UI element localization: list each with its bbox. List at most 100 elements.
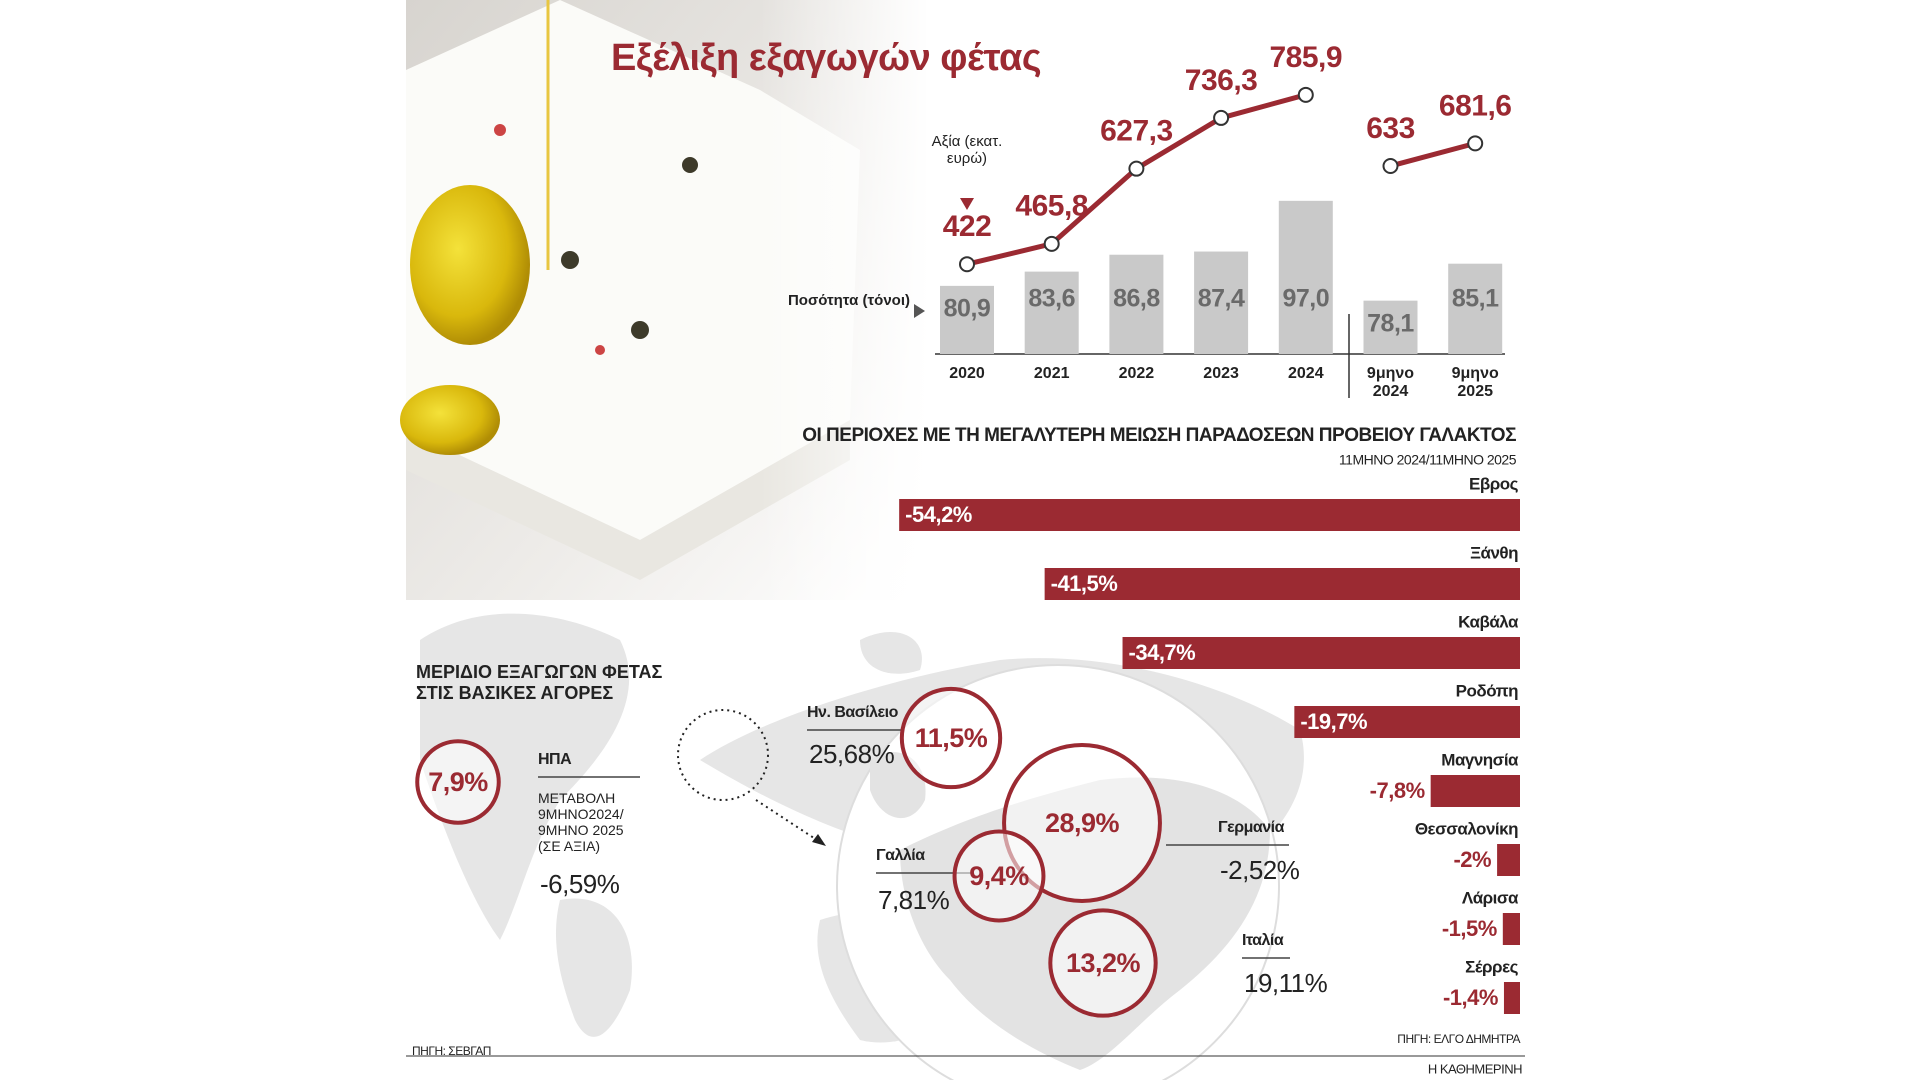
line-value-label: 736,3 [1185,64,1258,97]
x-tick-label: 2021 [1033,365,1070,382]
line-value-label: 681,6 [1439,89,1512,122]
line-point [1382,158,1399,175]
share-label: 28,9% [1045,808,1120,838]
greenland [860,631,922,674]
market-label: ΗΠΑ [538,751,572,768]
pepper [561,251,579,269]
bar-value-label: 78,1 [1367,309,1414,337]
legend-label: Αξία (εκατ. ευρώ) [931,133,1003,168]
line-value-label: 627,3 [1100,115,1173,148]
line-point [1467,135,1484,152]
market-label: Γαλλία [876,847,925,864]
bar-value-label: -7,8% [1370,778,1425,803]
change-label: 7,81% [878,885,950,915]
bar [1497,844,1520,876]
bar-value-label: -2% [1453,847,1491,872]
share-bubble [415,739,501,825]
chart-title: ΟΙ ΠΕΡΙΟΧΕΣ ΜΕ ΤΗ ΜΕΓΑΛΥΤΕΡΗ ΜΕΙΩΣΗ ΠΑΡΑ… [802,425,1516,446]
share-label: 7,9% [428,767,488,797]
bar [1278,200,1333,354]
bar [1024,271,1079,354]
line-point [1213,109,1230,126]
legend-arrow [960,198,974,210]
line-point [1297,86,1314,103]
x-tick-label: 9μηνο 2025 [1451,365,1499,401]
bar-value-label: -1,4% [1443,985,1498,1010]
line-point [1043,235,1060,252]
bar [1503,982,1520,1014]
bar [1448,263,1503,354]
source: ΠΗΓΗ: ΕΛΓΟ ΔΗΜΗΤΡΑ [1397,1032,1520,1046]
line-point [959,256,975,273]
chart-subtitle: 11ΜΗΝΟ 2024/11ΜΗΝΟ 2025 [1339,452,1517,468]
bar-value-label: 80,9 [944,294,991,322]
feta-block [406,0,860,540]
bar [1363,300,1418,354]
bar-value-label: 83,6 [1028,285,1075,313]
x-tick-label: 2023 [1203,365,1239,382]
share-label: 13,2% [1066,948,1141,978]
market-label: Ιταλία [1242,932,1284,949]
bar [1430,775,1520,807]
share-label: 11,5% [915,723,988,753]
category-label: Θεσσαλονίκη [1415,819,1518,838]
bar-value-label: 86,8 [1113,285,1160,313]
x-tick-label: 2024 [1288,365,1324,382]
pepper [682,157,698,173]
market-label: Ην. Βασίλειο [807,704,899,721]
category-label: Μαγνησία [1441,750,1519,769]
pepper [631,321,649,339]
change-label: 19,11% [1244,968,1328,998]
zoom-marker [677,709,769,801]
bar [940,285,994,354]
category-label: Ξάνθη [1470,543,1518,562]
line-value-label: 633 [1366,112,1415,145]
bar [899,499,1520,531]
south-america [555,898,632,1037]
line-value-label: 465,8 [1015,190,1088,223]
share-bubble [1048,908,1158,1018]
category-label: Ροδόπη [1456,681,1518,700]
bar-value-label: 85,1 [1452,285,1499,313]
x-tick-label: 9μηνο 2024 [1366,365,1415,401]
oil-pool [400,385,500,455]
pepper [494,124,506,136]
bar [1122,637,1520,669]
legend-arrow [914,304,925,318]
page-title: Εξέλιξη εξαγωγών φέτας [611,37,1041,79]
footer-brand: Η ΚΑΘΗΜΕΡΙΝΗ [1428,1061,1522,1076]
bar-value-label: -41,5% [1051,571,1118,596]
oil-drop [410,185,530,345]
category-label: Καβάλα [1458,612,1519,631]
north-america [420,613,630,940]
bar [1194,251,1249,354]
bar-value-label: 97,0 [1282,285,1329,313]
bar [1294,706,1520,738]
bar-value-label: -54,2% [905,502,972,527]
category-label: Σέρρες [1465,957,1518,976]
bar-value-label: -19,7% [1300,709,1367,734]
x-tick-label: 2020 [949,365,985,382]
bar [1044,568,1520,600]
change-label: -2,52% [1220,855,1300,885]
pepper [595,345,605,355]
change-label: 25,68% [809,739,895,769]
source: ΠΗΓΗ: ΣΕΒΓΑΠ [412,1044,491,1058]
share-bubble [952,829,1046,923]
market-label: Γερμανία [1218,819,1285,836]
bar-value-label: 87,4 [1198,285,1245,313]
bar-value-label: -34,7% [1129,640,1196,665]
category-label: Λάρισα [1462,888,1519,907]
zoom-arrowhead [812,834,826,846]
bar [1109,254,1164,354]
share-bubble [899,686,1003,790]
line-value-label: 422 [943,210,992,243]
x-tick-label: 2022 [1118,365,1155,382]
category-label: Εβρος [1469,474,1519,493]
change-label: -6,59% [540,869,620,899]
feta-photo [400,0,930,600]
share-label: 9,4% [969,861,1029,891]
